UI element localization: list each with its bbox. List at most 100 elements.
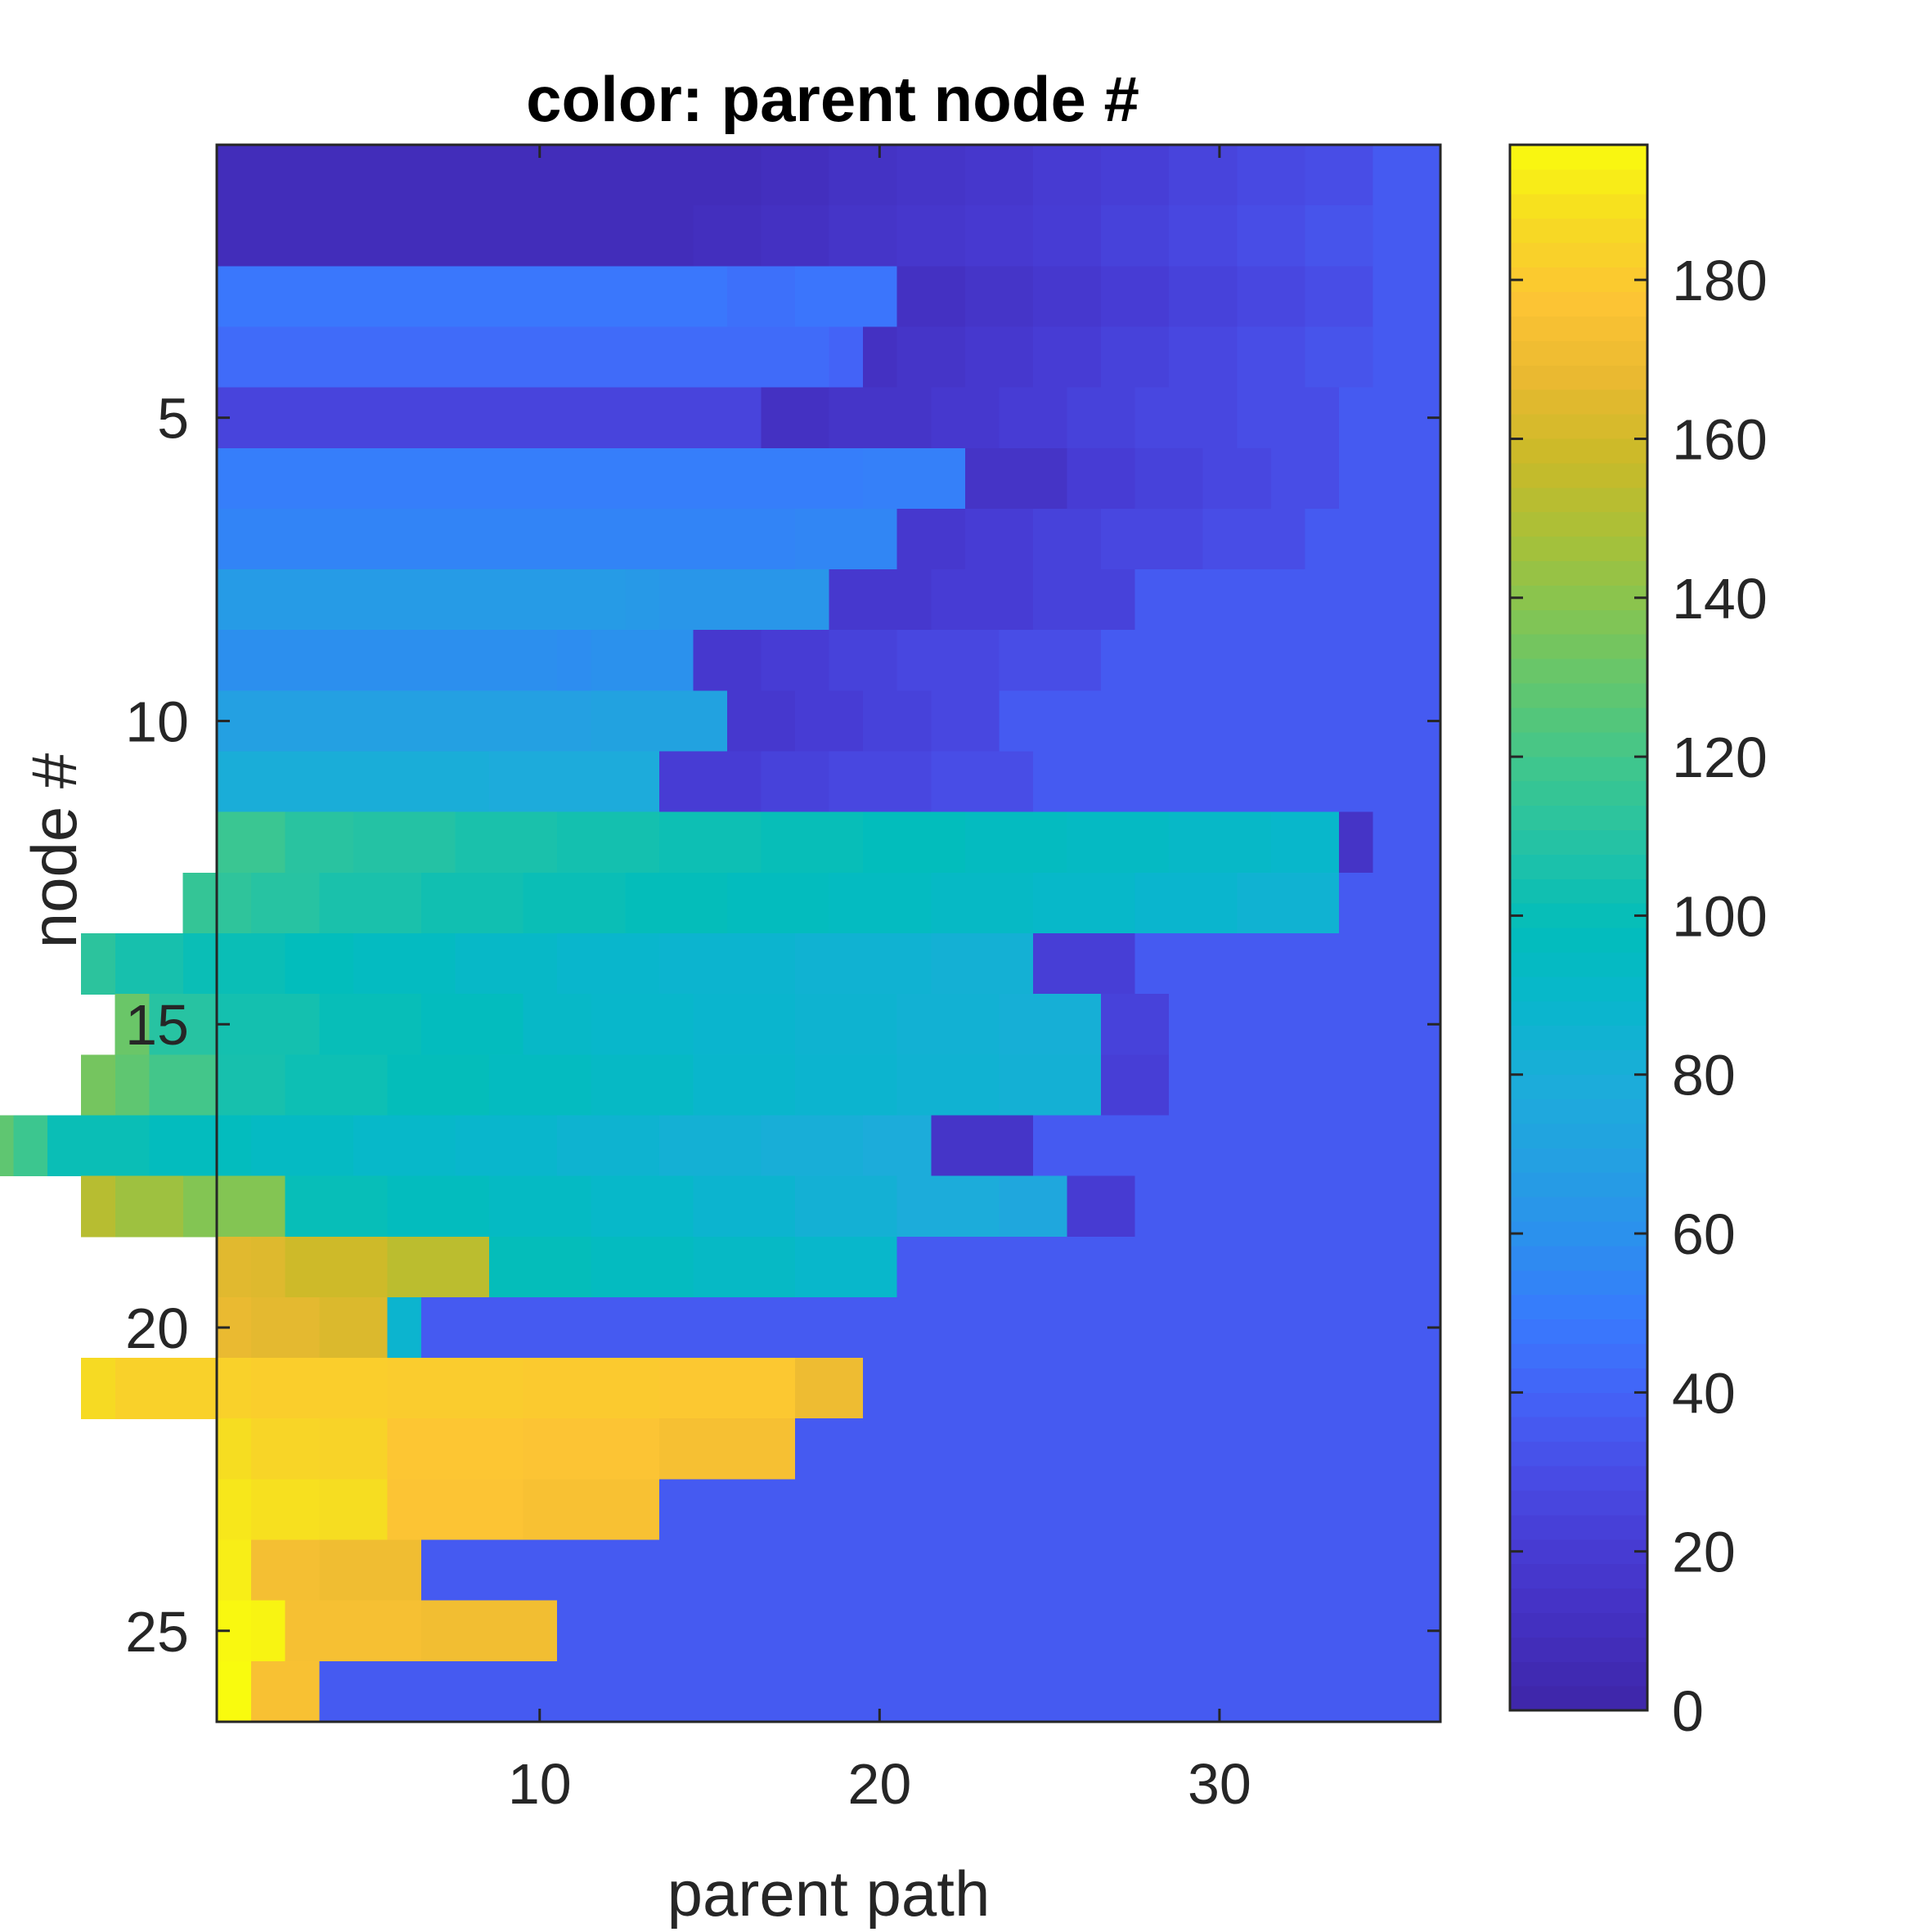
heatmap-cell: [80, 933, 115, 995]
heatmap-cell: [217, 630, 523, 691]
heatmap-cell: [1100, 1054, 1170, 1117]
heatmap-cell: [1304, 266, 1373, 328]
heatmap-cell: [217, 569, 591, 631]
heatmap-cell: [148, 994, 218, 1055]
heatmap-cell: [250, 1358, 388, 1419]
colorbar-band: [1510, 951, 1647, 977]
y-tick-label: 10: [125, 690, 189, 753]
colorbar-band: [1510, 1025, 1647, 1051]
colorbar-band: [1510, 1563, 1647, 1589]
heatmap-cell: [488, 1054, 591, 1117]
heatmap-cell: [217, 145, 694, 206]
colorbar-tick-label: 100: [1672, 884, 1768, 948]
heatmap-cell: [692, 1054, 796, 1117]
colorbar-band: [1510, 829, 1647, 855]
colorbar-band: [1510, 707, 1647, 733]
heatmap-cell: [692, 1236, 796, 1298]
heatmap-cell: [523, 872, 626, 934]
heatmap-cell: [386, 1054, 490, 1117]
colorbar-band: [1510, 291, 1647, 317]
heatmap-cell: [386, 1175, 490, 1238]
colorbar-band: [1510, 389, 1647, 415]
colorbar-band: [1510, 536, 1647, 562]
colorbar-band: [1510, 193, 1647, 219]
x-tick-label: 10: [508, 1752, 572, 1816]
heatmap-cell: [353, 1115, 456, 1177]
colorbar-tick-label: 20: [1672, 1521, 1736, 1584]
heatmap-cell: [182, 933, 285, 995]
heatmap-cell: [217, 447, 829, 510]
heatmap-cell: [998, 630, 1102, 691]
heatmap-cell: [285, 1175, 388, 1238]
heatmap-cell: [1270, 811, 1339, 874]
heatmap-cell: [964, 508, 1033, 570]
heatmap-cell: [285, 811, 353, 874]
heatmap-cell: [896, 1175, 1000, 1238]
heatmap-cells: [0, 145, 1441, 1723]
heatmap-cell: [217, 690, 558, 753]
heatmap-cell: [658, 1358, 796, 1419]
heatmap-cell: [1134, 569, 1441, 631]
y-tick-label: 5: [157, 387, 189, 451]
colorbar-tick-label: 0: [1672, 1679, 1704, 1743]
heatmap-cell: [353, 811, 456, 874]
heatmap-cell: [1236, 872, 1339, 934]
heatmap-cell: [591, 994, 694, 1055]
heatmap-cell: [1202, 508, 1305, 570]
heatmap-cell: [760, 387, 829, 449]
colorbar-band: [1510, 1637, 1647, 1662]
heatmap-cell: [115, 994, 150, 1055]
heatmap-cell: [1066, 387, 1135, 449]
colorbar-band: [1510, 585, 1647, 610]
heatmap-cell: [47, 1115, 150, 1177]
heatmap-cell: [217, 1660, 252, 1723]
heatmap-cell: [318, 1296, 388, 1359]
heatmap-cell: [794, 1054, 897, 1117]
heatmap-cell: [420, 1600, 558, 1662]
heatmap-cell: [556, 690, 591, 753]
heatmap-cell: [1270, 447, 1339, 510]
colorbar: 0 20 40 60 80 100 120 140 160 180: [1508, 143, 1768, 1743]
heatmap-cell: [1100, 326, 1170, 389]
heatmap-cell: [1032, 205, 1102, 267]
heatmap-cell: [318, 872, 421, 934]
colorbar-band: [1510, 340, 1647, 366]
heatmap-cell: [692, 266, 727, 328]
heatmap-cell: [250, 872, 320, 934]
heatmap-cell: [896, 630, 1000, 691]
heatmap-cell: [624, 569, 659, 631]
heatmap-cell: [692, 145, 762, 206]
heatmap-cell: [386, 1479, 523, 1541]
colorbar-band: [1510, 1661, 1647, 1687]
heatmap-cell: [692, 205, 762, 267]
colorbar-band: [1510, 1172, 1647, 1197]
heatmap-cell: [1134, 387, 1238, 449]
heatmap-cell: [1338, 387, 1441, 449]
heatmap-cell: [896, 266, 965, 328]
heatmap-cell: [1100, 994, 1170, 1055]
colorbar-band: [1510, 1392, 1647, 1418]
colorbar-band: [1510, 976, 1647, 1002]
heatmap-cell: [217, 387, 727, 449]
heatmap-cell: [896, 326, 965, 389]
heatmap-cell: [1032, 145, 1102, 206]
heatmap-cell: [794, 933, 932, 995]
heatmap-cell: [1032, 751, 1441, 813]
colorbar-band: [1510, 1441, 1647, 1467]
colorbar-band: [1510, 218, 1647, 244]
colorbar-band: [1510, 365, 1647, 390]
colorbar-tick-label: 140: [1672, 567, 1768, 631]
axis-ticks: 10 20 30 5 10 15 20 25: [125, 145, 1440, 1816]
heatmap-cell: [658, 569, 829, 631]
heatmap-cell: [794, 994, 897, 1055]
plot-frame: [215, 143, 1442, 1723]
colorbar-band: [1510, 438, 1647, 464]
colorbar-tick-label: 80: [1672, 1044, 1736, 1108]
heatmap-cell: [1032, 508, 1102, 570]
heatmap-cell: [1304, 145, 1373, 206]
heatmap-cell: [318, 1479, 388, 1541]
heatmap-cell: [217, 751, 456, 813]
heatmap-cell: [658, 751, 762, 813]
heatmap-cell: [998, 1054, 1102, 1117]
